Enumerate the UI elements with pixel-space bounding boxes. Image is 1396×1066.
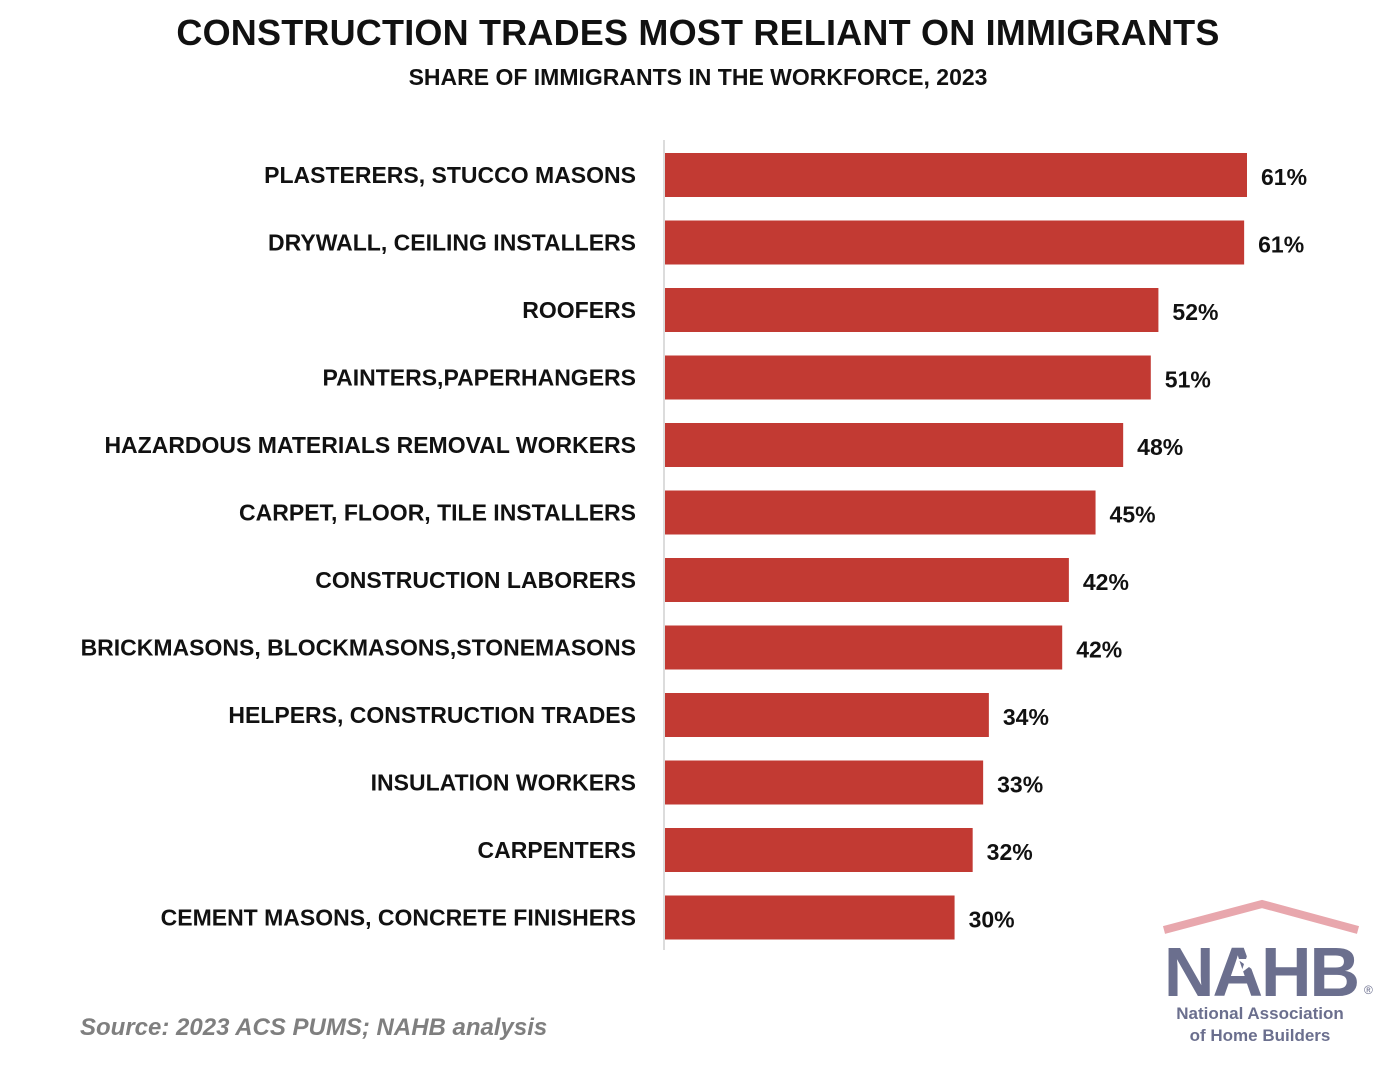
value-label: 48% xyxy=(1137,434,1183,460)
value-label: 45% xyxy=(1110,502,1156,528)
logo-star-icon xyxy=(1237,950,1261,973)
bar xyxy=(665,288,1159,332)
logo-wordmark: NAHB xyxy=(1164,933,1358,1008)
category-label: CARPET, FLOOR, TILE INSTALLERS xyxy=(239,500,636,526)
bar xyxy=(665,625,1063,670)
logo-line-1: National Association xyxy=(1176,1004,1344,1023)
category-label: PLASTERERS, STUCCO MASONS xyxy=(264,162,636,188)
source-note: Source: 2023 ACS PUMS; NAHB analysis xyxy=(80,1014,548,1041)
value-label: 61% xyxy=(1258,232,1304,258)
category-label: ROOFERS xyxy=(522,297,636,323)
value-label: 42% xyxy=(1076,637,1122,663)
category-label: CEMENT MASONS, CONCRETE FINISHERS xyxy=(161,905,636,931)
value-label: 51% xyxy=(1165,367,1211,393)
category-label: HELPERS, CONSTRUCTION TRADES xyxy=(228,702,636,728)
category-label: CONSTRUCTION LABORERS xyxy=(315,567,636,593)
logo-roof-icon xyxy=(1162,899,1360,934)
bar xyxy=(665,558,1069,602)
bar xyxy=(665,490,1096,535)
bar xyxy=(665,895,955,940)
category-label: CARPENTERS xyxy=(478,837,636,863)
value-label: 33% xyxy=(997,772,1043,798)
bar xyxy=(665,760,984,805)
chart-subtitle: SHARE OF IMMIGRANTS IN THE WORKFORCE, 20… xyxy=(408,64,988,90)
value-label: 34% xyxy=(1003,704,1049,730)
nahb-logo: NAHB ® National Association of Home Buil… xyxy=(1160,898,1376,1054)
logo-registered-mark: ® xyxy=(1364,983,1373,997)
bar xyxy=(665,220,1245,265)
category-label: BRICKMASONS, BLOCKMASONS,STONEMASONS xyxy=(81,635,636,661)
bar xyxy=(665,355,1151,400)
bar xyxy=(665,828,973,872)
value-label: 42% xyxy=(1083,569,1129,595)
chart-title: CONSTRUCTION TRADES MOST RELIANT ON IMMI… xyxy=(176,12,1220,53)
category-label: HAZARDOUS MATERIALS REMOVAL WORKERS xyxy=(104,432,636,458)
value-label: 61% xyxy=(1261,164,1307,190)
logo-line-2: of Home Builders xyxy=(1189,1026,1331,1045)
category-label: INSULATION WORKERS xyxy=(371,770,636,796)
nahb-logo-mark: NAHB ® xyxy=(1162,899,1373,1011)
bar xyxy=(665,423,1124,467)
category-label: PAINTERS,PAPERHANGERS xyxy=(322,365,636,391)
value-label: 30% xyxy=(969,907,1015,933)
bar xyxy=(665,693,989,737)
category-label: DRYWALL, CEILING INSTALLERS xyxy=(268,230,636,256)
bar xyxy=(665,153,1247,197)
bar-chart: PLASTERERS, STUCCO MASONS 61% DRYWALL, CEI… xyxy=(81,140,1307,950)
value-label: 32% xyxy=(987,839,1033,865)
value-label: 52% xyxy=(1172,299,1218,325)
